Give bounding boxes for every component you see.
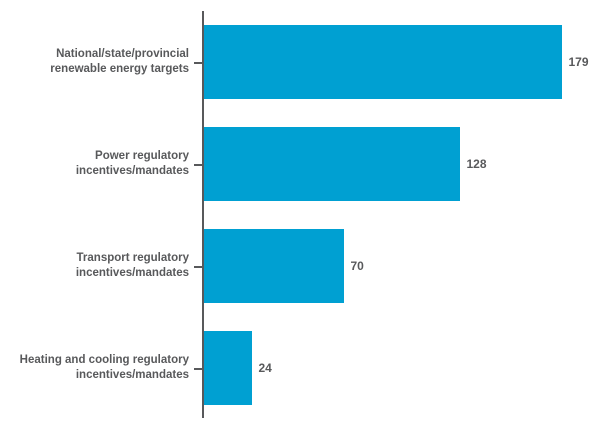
axis-tick [194, 164, 202, 166]
category-label: Heating and cooling regulatory incentives… [19, 354, 189, 381]
value-label: 179 [568, 55, 589, 69]
axis-tick [194, 266, 202, 268]
bar [203, 331, 252, 405]
category-label: Power regulatory incentives/mandates [75, 150, 189, 177]
value-label: 128 [466, 157, 487, 171]
axis-tick [194, 368, 202, 370]
bar [203, 229, 344, 303]
category-label: Transport regulatory incentives/mandates [75, 252, 189, 279]
value-label: 24 [258, 361, 272, 375]
bar [203, 127, 460, 201]
y-axis-line [202, 11, 204, 418]
axis-tick [194, 62, 202, 64]
value-label: 70 [350, 259, 364, 273]
category-label: National/state/provincial renewable energ… [50, 48, 189, 75]
bar [203, 25, 562, 99]
